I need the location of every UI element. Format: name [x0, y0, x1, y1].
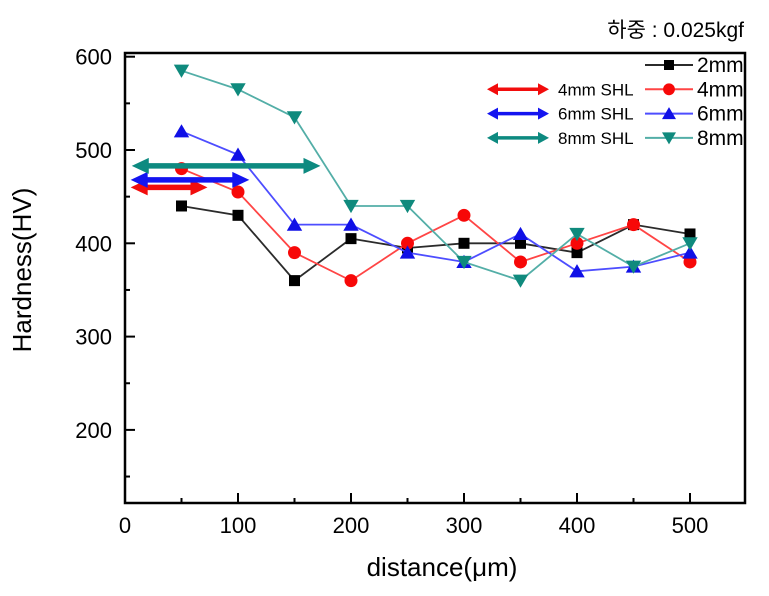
marker-circle: [663, 83, 675, 96]
y-tick-label: 300: [75, 325, 112, 350]
marker-circle: [683, 255, 697, 269]
y-tick-label: 200: [75, 418, 112, 443]
marker-triangle-up: [343, 217, 359, 231]
arrow-head-right: [232, 171, 250, 188]
marker-triangle-up: [399, 245, 416, 259]
marker-circle: [288, 246, 301, 260]
marker-circle: [514, 255, 527, 269]
series-line-8mm: [181, 69, 691, 282]
legend-label: 4mm: [697, 78, 744, 101]
marker-square: [458, 237, 470, 249]
legend-shl-label: 4mm SHL: [558, 80, 634, 99]
marker-triangle-down: [230, 83, 246, 97]
marker-square: [289, 275, 300, 287]
x-tick-label: 400: [559, 513, 596, 538]
y-tick-label: 400: [75, 231, 112, 256]
x-tick-label: 500: [672, 513, 709, 538]
arrow-head-left: [487, 107, 498, 120]
arrow-head-right: [538, 83, 549, 96]
y-tick-label: 600: [75, 45, 112, 70]
marker-triangle-down: [569, 227, 585, 242]
legend-entry-8mm: 8mm: [645, 127, 744, 150]
shl-arrow-8mm: [131, 157, 321, 174]
marker-triangle-up: [512, 226, 529, 241]
legend-entry-4mm: 4mm: [645, 78, 744, 101]
load-annotation: 하중 : 0.025kgf: [607, 19, 744, 42]
marker-square: [232, 209, 244, 221]
marker-circle: [627, 218, 640, 232]
arrow-head-left: [487, 83, 498, 96]
legend-label: 2mm: [697, 54, 744, 77]
series-2mm: [176, 200, 696, 287]
marker-triangle-down: [399, 199, 416, 214]
x-tick-label: 200: [333, 513, 370, 538]
marker-triangle-up: [682, 245, 698, 259]
marker-triangle-up: [173, 124, 190, 138]
marker-triangle-up: [230, 147, 246, 161]
y-tick-label: 500: [75, 138, 112, 163]
marker-triangle-down: [173, 64, 190, 78]
legend-entry-2mm: 2mm: [645, 54, 744, 77]
marker-square: [515, 237, 526, 249]
marker-triangle-up: [569, 264, 585, 278]
legend-shl-label: 6mm SHL: [558, 105, 634, 124]
marker-triangle-up: [662, 107, 676, 120]
series-6mm: [173, 124, 698, 278]
series-line-6mm: [181, 130, 691, 273]
arrow-head-left: [130, 171, 148, 188]
shl-arrow-6mm: [130, 171, 250, 188]
marker-triangle-down: [625, 260, 642, 274]
arrow-head-left: [487, 131, 498, 144]
marker-triangle-down: [512, 274, 529, 288]
arrow-head-left: [131, 157, 149, 174]
x-axis-label: distance(μm): [367, 552, 518, 582]
x-tick-label: 300: [446, 513, 483, 538]
legend-entry-6mm: 6mm: [645, 103, 744, 126]
axes: 0 100 200 300 400 500 200 300 400 500 600: [75, 45, 747, 538]
marker-triangle-up: [286, 217, 303, 231]
legend-label: 6mm: [697, 103, 744, 126]
marker-square: [664, 60, 674, 70]
marker-square: [684, 228, 696, 240]
arrow-head-right: [190, 179, 208, 196]
shl-arrows: [130, 157, 321, 196]
legend-entry-6mm-SHL: 6mm SHL: [487, 105, 634, 124]
data-series: [173, 64, 698, 288]
legend-shl-label: 8mm SHL: [558, 129, 634, 148]
legend-entry-4mm-SHL: 4mm SHL: [487, 80, 634, 99]
marker-square: [176, 200, 187, 212]
marker-triangle-down: [682, 237, 698, 251]
legend-label: 8mm: [697, 127, 744, 150]
marker-triangle-down: [662, 132, 676, 145]
marker-circle: [344, 274, 358, 288]
marker-circle: [231, 185, 245, 199]
arrow-head-right: [538, 131, 549, 144]
marker-triangle-down: [456, 255, 472, 270]
y-axis-label: Hardness(HV): [7, 188, 37, 353]
series-4mm: [175, 162, 697, 288]
marker-triangle-down: [343, 199, 359, 214]
legend-entry-8mm-SHL: 8mm SHL: [487, 129, 634, 148]
marker-square: [571, 247, 583, 259]
x-tick-label: 100: [220, 513, 257, 538]
marker-circle: [457, 208, 471, 222]
x-tick-label: 0: [119, 513, 131, 538]
plot-border: [123, 51, 747, 505]
marker-square: [345, 233, 357, 245]
arrow-head-right: [303, 157, 321, 174]
marker-circle: [401, 236, 414, 250]
series-8mm: [173, 64, 698, 288]
marker-triangle-down: [286, 111, 303, 125]
series-line-4mm: [181, 167, 691, 282]
marker-circle: [570, 236, 584, 250]
arrow-head-right: [538, 107, 549, 120]
series-line-2mm: [181, 205, 691, 282]
